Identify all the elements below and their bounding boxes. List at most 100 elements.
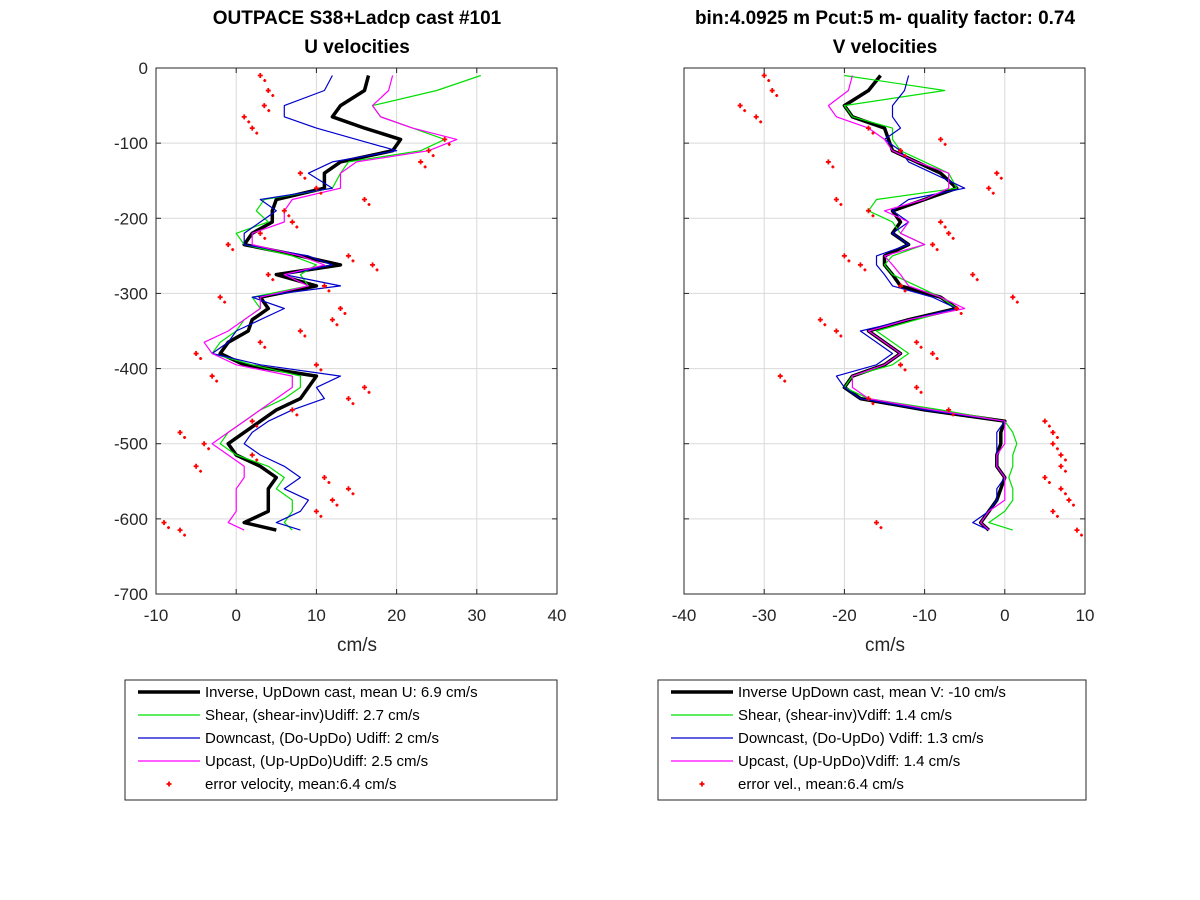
legend-box [657, 679, 1087, 801]
series-line-0 [218, 75, 403, 532]
error-velocity-point [329, 317, 335, 323]
error-velocity-point [986, 185, 992, 191]
error-velocity-point [1042, 475, 1048, 481]
error-velocity-point [271, 278, 275, 282]
x-tick-label: -10 [912, 606, 937, 625]
error-velocity-point [935, 248, 939, 252]
legend-entry-label: Inverse UpDown cast, mean V: -10 cm/s [738, 684, 1006, 701]
error-velocity-point [345, 396, 351, 402]
x-tick-label: 40 [548, 606, 567, 625]
x-tick-label: 30 [467, 606, 486, 625]
error-velocity-point [183, 435, 187, 439]
error-velocity-point [255, 458, 259, 462]
x-tick-label: -40 [672, 606, 697, 625]
legend-entry-label: Shear, (shear-inv)Vdiff: 1.4 cm/s [738, 707, 952, 724]
error-velocity-point [817, 317, 823, 323]
error-velocity-point [426, 148, 432, 154]
error-velocity-point [345, 486, 351, 492]
error-velocity-point [777, 373, 783, 379]
error-velocity-point [267, 109, 271, 113]
error-velocity-point [954, 305, 960, 311]
legend-box [124, 679, 558, 801]
error-velocity-point [265, 88, 271, 94]
error-velocity-point [903, 289, 907, 293]
error-velocity-point [177, 429, 183, 435]
error-velocity-point [199, 469, 203, 473]
error-velocity-point [865, 208, 871, 214]
error-velocity-point [313, 185, 319, 191]
series-line-2 [211, 75, 398, 531]
u-panel-subtitle: U velocities [304, 37, 410, 58]
error-velocity-point [938, 219, 944, 225]
x-tick-label: 0 [231, 606, 240, 625]
error-velocity-point [193, 351, 199, 357]
error-velocity-point [1063, 458, 1067, 462]
error-velocity-point [871, 402, 875, 406]
error-velocity-point [303, 176, 307, 180]
x-tick-label: -30 [752, 606, 777, 625]
error-velocity-point [865, 125, 871, 131]
error-velocity-point [1055, 435, 1059, 439]
error-velocity-point [249, 452, 255, 458]
x-tick-label: -10 [144, 606, 169, 625]
error-velocity-point [1058, 452, 1064, 458]
error-velocity-point [337, 305, 343, 311]
series-line-3 [203, 75, 458, 531]
error-velocity-point [1058, 463, 1064, 469]
error-velocity-point [327, 289, 331, 293]
error-velocity-point [1047, 424, 1051, 428]
error-velocity-point [447, 142, 451, 146]
v-x-axis-label: cm/s [865, 635, 905, 656]
error-velocity-point [297, 170, 303, 176]
axes-frame [683, 67, 1086, 595]
error-velocity-point [313, 508, 319, 514]
error-velocity-point [367, 390, 371, 394]
y-tick-label: -500 [114, 435, 148, 454]
error-velocity-point [351, 259, 355, 263]
error-velocity-point [161, 520, 167, 526]
error-velocity-point [1071, 503, 1075, 507]
error-velocity-point [943, 225, 947, 229]
error-velocity-point [297, 328, 303, 334]
axes-frame [155, 67, 558, 595]
error-velocity-point [335, 323, 339, 327]
error-velocity-point [313, 362, 319, 368]
error-velocity-point [951, 236, 955, 240]
error-velocity-point [319, 514, 323, 518]
error-velocity-point [207, 447, 211, 451]
error-velocity-point [903, 154, 907, 158]
error-velocity-point [263, 345, 267, 349]
error-velocity-point [225, 242, 231, 248]
x-tick-label: 20 [387, 606, 406, 625]
error-velocity-point [215, 379, 219, 383]
error-velocity-point [345, 253, 351, 259]
error-velocity-point [903, 368, 907, 372]
error-velocity-point [295, 413, 299, 417]
error-velocity-point [761, 73, 767, 79]
error-velocity-point [871, 214, 875, 218]
error-velocity-point [257, 339, 263, 345]
error-velocity-point [1079, 533, 1083, 537]
error-velocity-point [423, 165, 427, 169]
error-velocity-point [946, 407, 952, 413]
error-velocity-point [938, 136, 944, 142]
error-velocity-point [783, 379, 787, 383]
error-velocity-point [831, 165, 835, 169]
error-velocity-point [177, 527, 183, 533]
error-velocity-point [914, 384, 920, 390]
error-velocity-point [351, 492, 355, 496]
error-velocity-point [263, 236, 267, 240]
error-velocity-point [431, 154, 435, 158]
error-velocity-point [975, 278, 979, 282]
u-x-axis-label: cm/s [337, 635, 377, 656]
error-velocity-point [193, 463, 199, 469]
error-velocity-point [335, 503, 339, 507]
u-panel-title: OUTPACE S38+Ladcp cast #101 [213, 8, 502, 29]
error-velocity-point [319, 191, 323, 195]
error-velocity-point [898, 148, 904, 154]
error-velocity-point [841, 253, 847, 259]
x-tick-label: -20 [832, 606, 857, 625]
error-velocity-point [249, 125, 255, 131]
error-velocity-point [930, 242, 936, 248]
error-velocity-point [329, 497, 335, 503]
